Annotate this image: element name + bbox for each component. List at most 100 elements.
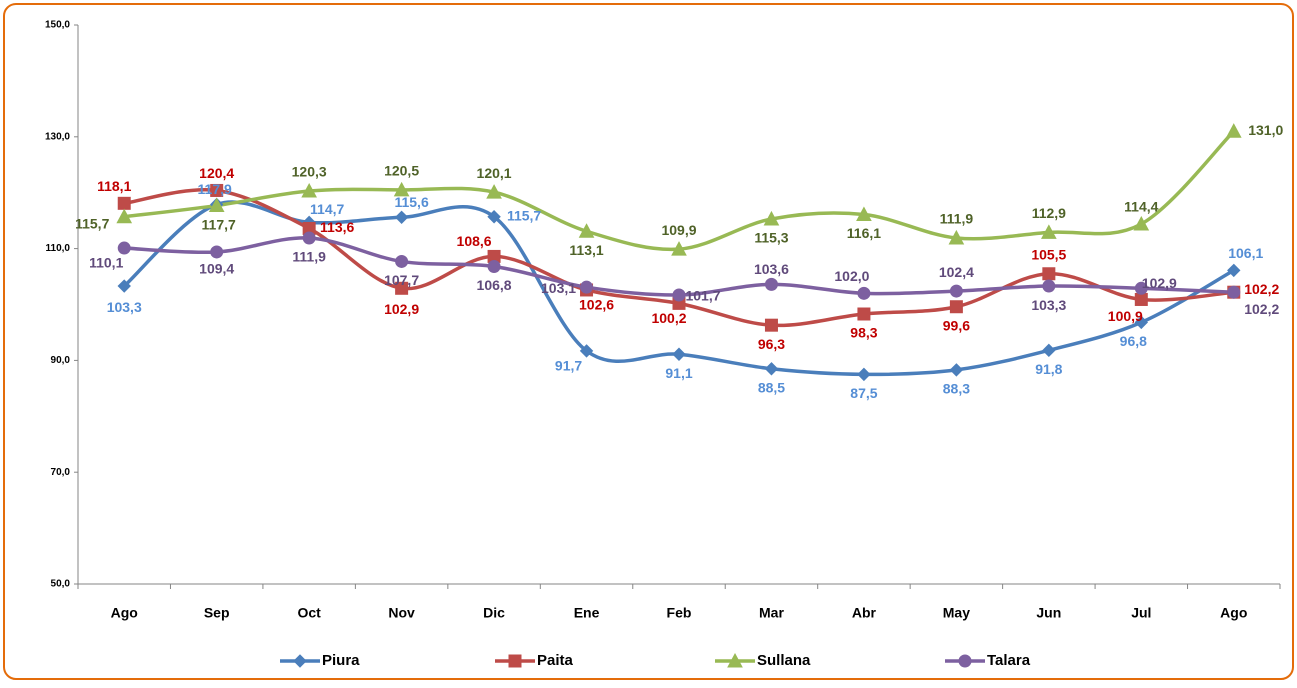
x-tick-label: Ene xyxy=(574,605,600,621)
x-tick-label: Ago xyxy=(1220,605,1247,621)
data-point xyxy=(117,241,131,255)
data-label: 110,1 xyxy=(89,255,123,271)
data-label: 88,5 xyxy=(758,379,785,395)
data-label: 91,7 xyxy=(555,358,582,374)
data-label: 87,5 xyxy=(850,385,877,401)
data-label: 105,5 xyxy=(1031,246,1066,262)
data-label: 120,3 xyxy=(292,164,327,180)
data-point xyxy=(857,367,871,382)
data-point xyxy=(210,245,224,259)
data-point xyxy=(394,210,409,225)
data-label: 117,7 xyxy=(202,216,236,232)
data-label: 103,1 xyxy=(541,280,576,296)
data-point xyxy=(1134,292,1148,306)
data-label: 96,8 xyxy=(1120,333,1147,349)
legend-marker xyxy=(293,654,307,668)
data-point xyxy=(672,347,686,361)
data-label: 103,3 xyxy=(107,299,142,315)
data-label: 120,5 xyxy=(384,163,419,179)
data-label: 107,7 xyxy=(384,272,419,288)
legend-label: Piura xyxy=(322,652,360,669)
x-tick-label: Mar xyxy=(759,605,784,621)
data-label: 109,4 xyxy=(199,261,234,277)
data-label: 99,6 xyxy=(943,317,970,333)
data-point xyxy=(1133,215,1150,231)
legend-marker xyxy=(958,654,972,668)
x-tick-label: May xyxy=(943,605,970,621)
data-point xyxy=(856,206,872,222)
data-label: 103,3 xyxy=(1031,297,1066,313)
y-tick-label: 130,0 xyxy=(45,131,70,142)
data-point xyxy=(487,210,501,224)
data-point xyxy=(1225,123,1242,138)
x-tick-label: Feb xyxy=(667,605,692,621)
data-point xyxy=(117,279,131,293)
data-label: 98,3 xyxy=(850,325,877,341)
data-label: 115,3 xyxy=(754,230,788,246)
data-label: 109,9 xyxy=(661,222,696,238)
data-label: 117,9 xyxy=(198,181,232,197)
data-label: 113,1 xyxy=(569,242,603,258)
data-point xyxy=(395,254,409,268)
data-point xyxy=(857,286,871,300)
data-point xyxy=(1041,224,1057,239)
data-label: 102,2 xyxy=(1244,281,1279,297)
data-point xyxy=(671,241,687,256)
y-tick-label: 150,0 xyxy=(45,20,70,31)
legend-label: Talara xyxy=(987,652,1031,669)
x-tick-label: Dic xyxy=(483,605,505,621)
data-label: 131,0 xyxy=(1248,122,1283,138)
legend-marker xyxy=(727,652,743,668)
y-tick-label: 90,0 xyxy=(51,355,71,366)
data-point xyxy=(764,318,778,332)
x-tick-label: Oct xyxy=(297,605,321,621)
data-point xyxy=(764,362,779,376)
data-label: 112,9 xyxy=(1032,205,1066,221)
data-point xyxy=(116,208,133,224)
data-label: 88,3 xyxy=(943,381,970,397)
data-point xyxy=(1042,279,1056,293)
data-label: 102,4 xyxy=(939,264,974,280)
data-label: 111,9 xyxy=(940,211,974,227)
data-point xyxy=(1227,285,1241,299)
data-label: 102,0 xyxy=(834,268,869,284)
data-point xyxy=(578,223,595,238)
chart-border xyxy=(3,3,1294,680)
data-point xyxy=(949,363,964,377)
data-label: 102,9 xyxy=(1142,275,1177,291)
x-tick-label: Nov xyxy=(388,605,415,621)
data-label: 106,1 xyxy=(1228,245,1263,261)
data-label: 100,2 xyxy=(651,310,686,326)
data-label: 102,2 xyxy=(1244,301,1279,317)
data-label: 114,4 xyxy=(1124,199,1158,215)
data-label: 111,9 xyxy=(292,249,326,265)
x-tick-label: Jul xyxy=(1131,605,1151,621)
legend-marker xyxy=(508,654,522,668)
data-label: 91,8 xyxy=(1035,361,1062,377)
y-tick-label: 70,0 xyxy=(51,467,71,478)
data-point xyxy=(210,183,224,197)
data-point xyxy=(301,182,317,198)
y-tick-label: 110,0 xyxy=(46,243,71,254)
data-label: 115,7 xyxy=(507,207,541,223)
data-point xyxy=(1042,267,1056,281)
data-label: 108,6 xyxy=(457,233,492,249)
data-point xyxy=(117,196,131,210)
data-label: 100,9 xyxy=(1108,308,1143,324)
data-point xyxy=(208,197,225,213)
data-point xyxy=(764,277,778,291)
data-point xyxy=(302,231,316,245)
data-label: 115,7 xyxy=(75,215,109,231)
data-label: 96,3 xyxy=(758,336,785,352)
data-point xyxy=(487,259,501,273)
x-tick-label: Abr xyxy=(852,605,877,621)
data-label: 102,6 xyxy=(579,297,614,313)
data-point xyxy=(1134,281,1148,295)
x-tick-label: Jun xyxy=(1036,605,1061,621)
data-point xyxy=(395,281,409,295)
data-point xyxy=(949,300,963,314)
legend-label: Paita xyxy=(537,652,574,669)
data-label: 91,1 xyxy=(665,365,692,381)
data-point xyxy=(579,344,594,358)
